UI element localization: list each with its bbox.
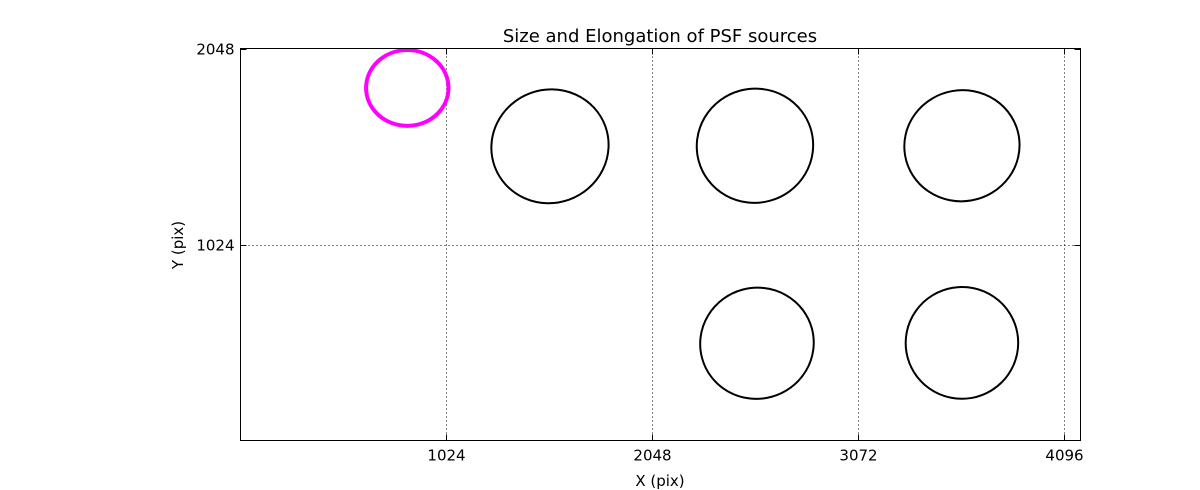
x-tick-label: 1024 (427, 447, 465, 465)
grid-layer (240, 48, 1081, 441)
psf-ellipse (699, 286, 815, 400)
y-tick-label: 1024 (196, 237, 234, 255)
x-tick-label: 2048 (633, 447, 671, 465)
x-tick-label: 3072 (839, 447, 877, 465)
ellipse-layer (364, 48, 1021, 400)
y-tick-label: 2048 (196, 41, 234, 59)
x-axis-label: X (pix) (635, 472, 684, 490)
plot-frame (240, 48, 1081, 441)
psf-ellipse (903, 89, 1021, 203)
y-axis-label: Y (pix) (169, 221, 187, 270)
x-tick-label: 4096 (1045, 447, 1083, 465)
chart-title: Size and Elongation of PSF sources (503, 26, 817, 47)
psf-ellipse (904, 285, 1020, 400)
psf-ellipse (490, 88, 610, 205)
psf-ellipse (364, 48, 451, 128)
tick-layer: 1024 2048 3072 4096 1024 2048 (196, 41, 1083, 465)
psf-ellipse (695, 87, 815, 204)
